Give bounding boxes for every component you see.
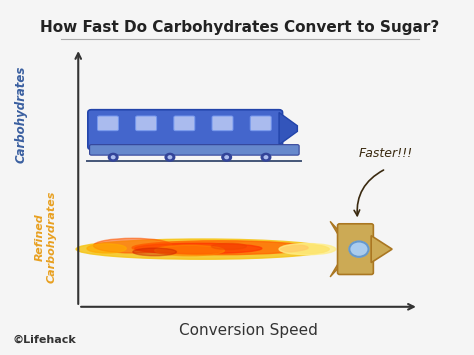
Ellipse shape <box>87 244 126 253</box>
Ellipse shape <box>93 238 172 253</box>
Circle shape <box>111 156 115 159</box>
Text: How Fast Do Carbohydrates Convert to Sugar?: How Fast Do Carbohydrates Convert to Sug… <box>40 20 439 35</box>
Circle shape <box>168 156 172 159</box>
FancyBboxPatch shape <box>98 116 118 131</box>
Polygon shape <box>279 113 297 144</box>
Circle shape <box>165 153 175 161</box>
Circle shape <box>225 156 228 159</box>
Text: Carbohydrates: Carbohydrates <box>15 66 28 163</box>
Ellipse shape <box>133 248 176 256</box>
Ellipse shape <box>155 245 225 256</box>
FancyBboxPatch shape <box>88 110 283 149</box>
Circle shape <box>264 156 268 159</box>
Ellipse shape <box>76 239 329 259</box>
Circle shape <box>261 153 271 161</box>
Circle shape <box>109 153 118 161</box>
Ellipse shape <box>279 244 336 255</box>
FancyBboxPatch shape <box>337 224 374 274</box>
Polygon shape <box>330 261 345 277</box>
Ellipse shape <box>135 243 262 254</box>
Circle shape <box>349 241 369 257</box>
FancyBboxPatch shape <box>174 116 195 131</box>
FancyBboxPatch shape <box>212 116 233 131</box>
Ellipse shape <box>211 243 246 250</box>
Text: ©Lifehack: ©Lifehack <box>13 335 76 345</box>
Polygon shape <box>330 222 345 237</box>
Text: Faster!!!: Faster!!! <box>359 147 413 159</box>
Circle shape <box>222 153 231 161</box>
FancyBboxPatch shape <box>250 116 271 131</box>
Polygon shape <box>371 236 392 263</box>
FancyBboxPatch shape <box>136 116 156 131</box>
Ellipse shape <box>132 241 308 255</box>
Text: Refined
Carbohydrates: Refined Carbohydrates <box>35 191 56 283</box>
FancyBboxPatch shape <box>90 144 299 155</box>
Text: Conversion Speed: Conversion Speed <box>179 323 318 338</box>
